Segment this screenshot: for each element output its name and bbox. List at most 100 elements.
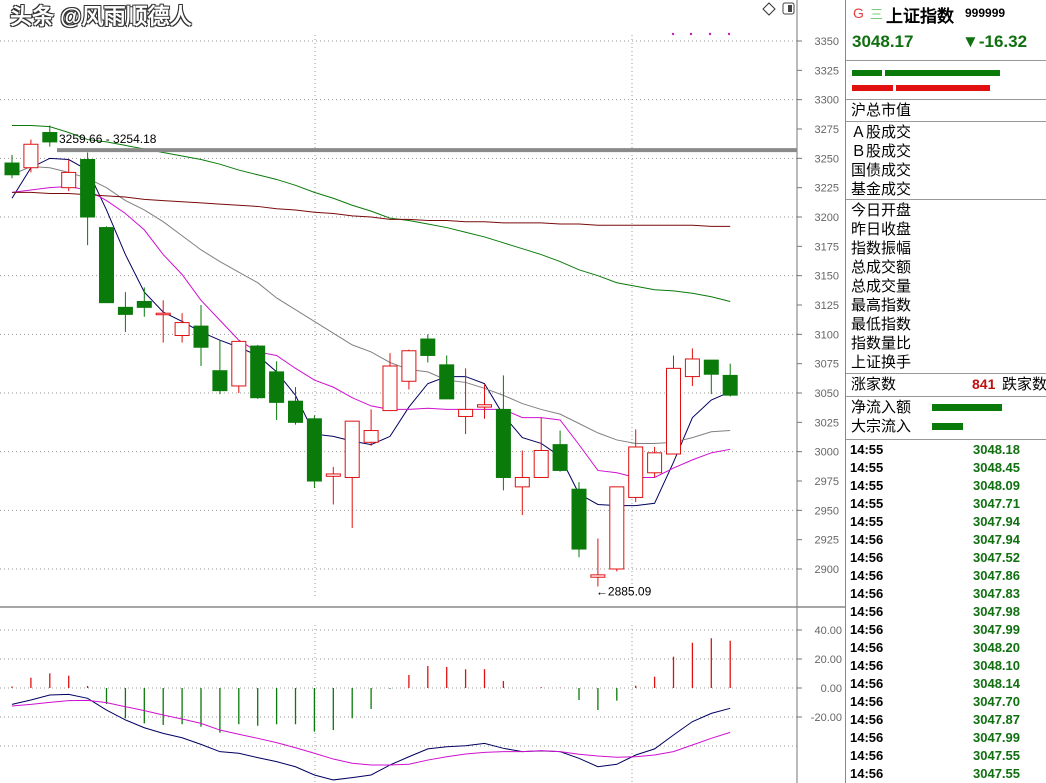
- price-tick-label: 2925: [815, 535, 839, 547]
- candle-up: [477, 384, 492, 419]
- price-tick-label: 3000: [815, 447, 839, 459]
- candle-down: [571, 482, 587, 558]
- tick-price: 3047.71: [973, 496, 1020, 511]
- candle-body: [61, 171, 77, 189]
- price-tick-label: 2900: [815, 564, 839, 576]
- price-tick-label: 3350: [815, 36, 839, 48]
- candle-body: [628, 446, 644, 498]
- candle-body: [23, 143, 39, 169]
- stat-label: 总成交额: [851, 259, 912, 276]
- candle-up: [628, 429, 644, 503]
- candle-down: [80, 152, 96, 246]
- macd-tick-label: 20.00: [814, 654, 842, 666]
- turnover-label: Ａ股成交: [851, 124, 912, 141]
- candle-body: [647, 452, 663, 474]
- candle-up: [363, 409, 379, 446]
- tick-row: 14:55 3048.45: [850, 459, 1040, 477]
- block-inflow-label: 大宗流入: [851, 418, 912, 435]
- diamond-icon[interactable]: [762, 2, 776, 16]
- dif-line: [11, 693, 731, 781]
- tick-time: 14:56: [850, 712, 884, 727]
- candle-up: [401, 349, 417, 390]
- candle-up: [458, 368, 474, 435]
- candle-down: [42, 125, 58, 147]
- tick-time: 14:56: [850, 694, 884, 709]
- stat-label: 总成交量: [851, 278, 912, 295]
- candle-body: [722, 374, 738, 396]
- candle-body: [533, 449, 549, 478]
- tick-row: 14:56 3047.87: [850, 711, 1040, 729]
- price-tick-label: 3150: [815, 271, 839, 283]
- candle-body: [609, 486, 625, 570]
- macd-tick-label: -20.00: [811, 712, 842, 724]
- candle-up: [684, 348, 700, 386]
- stat-label: 最低指数: [851, 316, 912, 333]
- strength-bar-red-2: [896, 85, 990, 91]
- tick-row: 14:56 3047.55: [850, 747, 1040, 765]
- tick-row: 14:55 3048.09: [850, 477, 1040, 495]
- tick-time: 14:56: [850, 622, 884, 637]
- candle-down: [193, 304, 209, 367]
- net-inflow-bar: [932, 404, 1002, 411]
- candle-body: [193, 325, 209, 348]
- tick-row: 14:56 3047.98: [850, 603, 1040, 621]
- tick-row: 14:56 3047.99: [850, 729, 1040, 747]
- candle-down: [306, 415, 322, 489]
- turnover-label: 基金成交: [851, 181, 912, 198]
- candle-down: [136, 287, 152, 317]
- candle-up: [666, 355, 681, 455]
- candle-body: [703, 359, 719, 375]
- candle-body: [288, 400, 303, 423]
- candle-body: [155, 312, 171, 316]
- chart-area[interactable]: 3350 3325 3300 3275 3250 3225 3200 3175 3150 3125…: [0, 0, 845, 783]
- net-inflow-label: 净流入额: [851, 399, 912, 416]
- candle-body: [684, 358, 700, 378]
- candle-body: [306, 418, 322, 482]
- tick-time: 14:55: [850, 496, 884, 511]
- candle-down: [439, 355, 455, 400]
- watermark: 头条 @风雨顺德人: [10, 4, 192, 29]
- candle-body: [80, 159, 96, 218]
- tick-row: 14:56 3048.14: [850, 675, 1040, 693]
- gridlines: [0, 35, 797, 783]
- candle-body: [420, 338, 436, 356]
- candle-down: [722, 363, 738, 397]
- candle-body: [4, 162, 20, 176]
- price-tick-label: 3275: [815, 124, 839, 136]
- tick-row: 14:56 3047.83: [850, 585, 1040, 603]
- tick-time: 14:55: [850, 460, 884, 475]
- candle-body: [382, 365, 398, 412]
- candle-up: [61, 159, 77, 192]
- current-price: 3048.17: [852, 32, 914, 51]
- chart-toolbar: [762, 2, 795, 16]
- tick-price: 3047.98: [973, 604, 1020, 619]
- tick-row: 14:56 3047.55: [850, 765, 1040, 783]
- price-axis: 3350 3325 3300 3275 3250 3225 3200 3175 3150 3125…: [0, 0, 845, 783]
- tick-price: 3047.99: [973, 622, 1020, 637]
- tick-time: 14:56: [850, 532, 884, 547]
- candle-down: [288, 387, 303, 425]
- price-tick-label: 3200: [815, 212, 839, 224]
- tick-time: 14:55: [850, 442, 884, 457]
- tick-price: 3047.94: [973, 514, 1020, 529]
- candle-up: [647, 446, 663, 478]
- turnover-label: 国债成交: [851, 162, 912, 179]
- price-tick-label: 3050: [815, 388, 839, 400]
- candlesticks: [4, 125, 738, 587]
- candle-up: [590, 538, 606, 587]
- candle-up: [344, 420, 360, 528]
- price-tick-label: 3100: [815, 329, 839, 341]
- stat-label: 昨日收盘: [851, 221, 912, 238]
- index-name: 上证指数: [886, 7, 954, 26]
- index-code: 999999: [965, 6, 1006, 20]
- candle-body: [514, 476, 530, 488]
- tick-row: 14:56 3047.86: [850, 567, 1040, 585]
- tick-time: 14:55: [850, 478, 884, 493]
- candle-up: [325, 466, 341, 505]
- tick-row: 14:55 3048.18: [850, 441, 1040, 459]
- candle-up: [174, 313, 190, 343]
- tick-row: 14:56 3047.94: [850, 531, 1040, 549]
- menu-icon[interactable]: 三: [870, 7, 884, 22]
- stat-label: 最高指数: [851, 297, 912, 314]
- advancers-label: 涨家数: [851, 376, 897, 393]
